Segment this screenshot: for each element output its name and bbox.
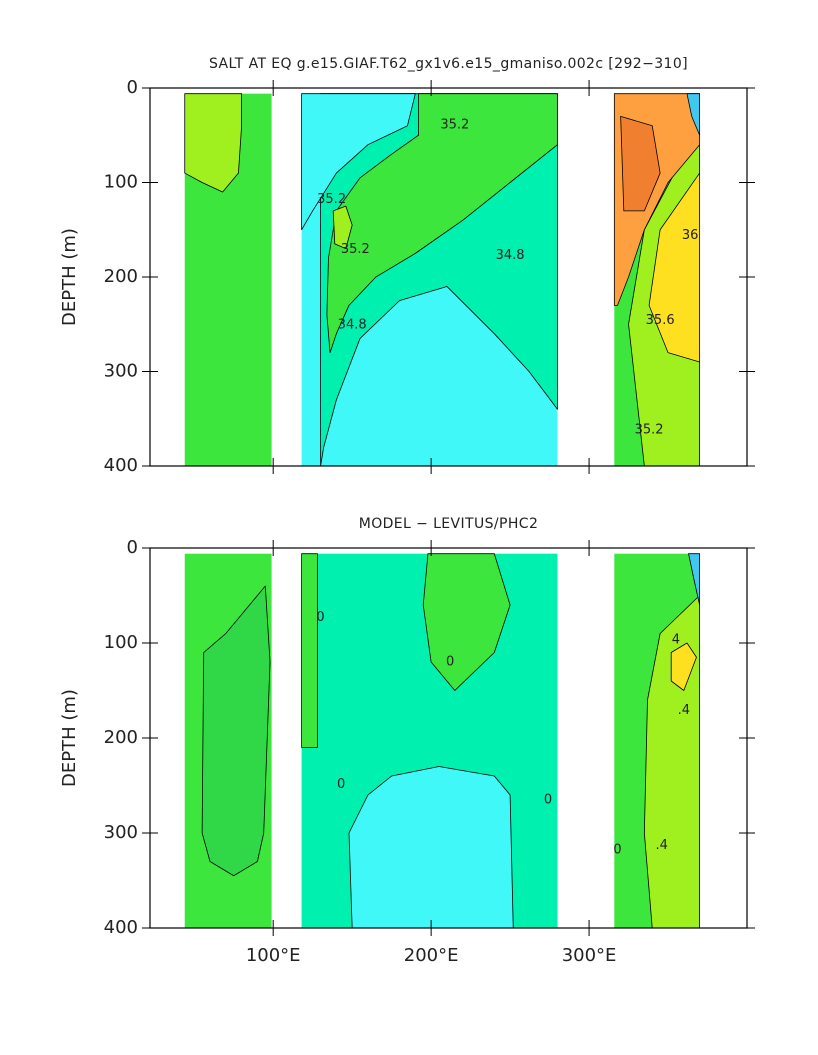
contour-region: [348, 766, 514, 929]
contour-label: 35.2: [317, 192, 346, 207]
contour-region: [201, 585, 271, 877]
contour-label: .4: [656, 838, 668, 853]
contour-label: 36: [682, 228, 699, 243]
y-tick-label: 200: [104, 727, 138, 748]
y-tick-label: 0: [127, 77, 138, 98]
contour-label: 0: [316, 610, 324, 625]
contour-region: [688, 553, 701, 606]
contour-region: [422, 553, 511, 691]
chart-title: SALT AT EQ g.e15.GIAF.T62_gx1v6.e15_gman…: [209, 56, 688, 72]
panel: 0 0 0 0 0 4 .4 .4 0 100 200 300 400 100°E 200°E 300°E MO…: [59, 516, 755, 966]
contour-region: [620, 115, 661, 212]
y-tick-label: 300: [104, 822, 138, 843]
y-axis-label: DEPTH (m): [59, 228, 80, 326]
y-axis-label: DEPTH (m): [59, 689, 80, 787]
y-tick-label: 0: [127, 537, 138, 558]
y-tick-label: 300: [104, 361, 138, 382]
x-tick-label: 100°E: [246, 945, 301, 966]
contour-label: 0: [613, 843, 621, 858]
contour-label: 35.2: [341, 242, 370, 257]
contour-region: [184, 93, 243, 193]
contour-region: [301, 553, 318, 748]
contour-label: 35.2: [635, 423, 664, 438]
x-tick-label: 300°E: [562, 945, 617, 966]
contour-region: [670, 642, 697, 691]
x-tick-label: 200°E: [404, 945, 459, 966]
y-tick-label: 100: [104, 632, 138, 653]
y-tick-label: 200: [104, 266, 138, 287]
y-tick-label: 400: [104, 917, 138, 938]
contour-label: 34.8: [496, 248, 525, 263]
y-tick-label: 400: [104, 455, 138, 476]
contour-region: [326, 93, 558, 354]
contour-region: [332, 205, 353, 250]
contour-label: 0: [544, 792, 552, 807]
chart-title: MODEL − LEVITUS/PHC2: [359, 516, 539, 532]
contour-label: 4: [672, 633, 680, 648]
contour-label: .4: [678, 703, 690, 718]
contour-region: [648, 172, 701, 363]
contour-label: 35.2: [440, 117, 469, 132]
contour-region: [686, 93, 701, 136]
contour-region: [301, 93, 416, 231]
contour-label: 34.8: [338, 318, 367, 333]
panel: 35.2 35.2 35.2 34.8 34.8 36 35.6 35.2 0 100 200 300…: [59, 56, 755, 476]
contour-label: 0: [446, 655, 454, 670]
y-tick-label: 100: [104, 172, 138, 193]
contour-label: 0: [337, 777, 345, 792]
contour-label: 35.6: [646, 313, 675, 328]
